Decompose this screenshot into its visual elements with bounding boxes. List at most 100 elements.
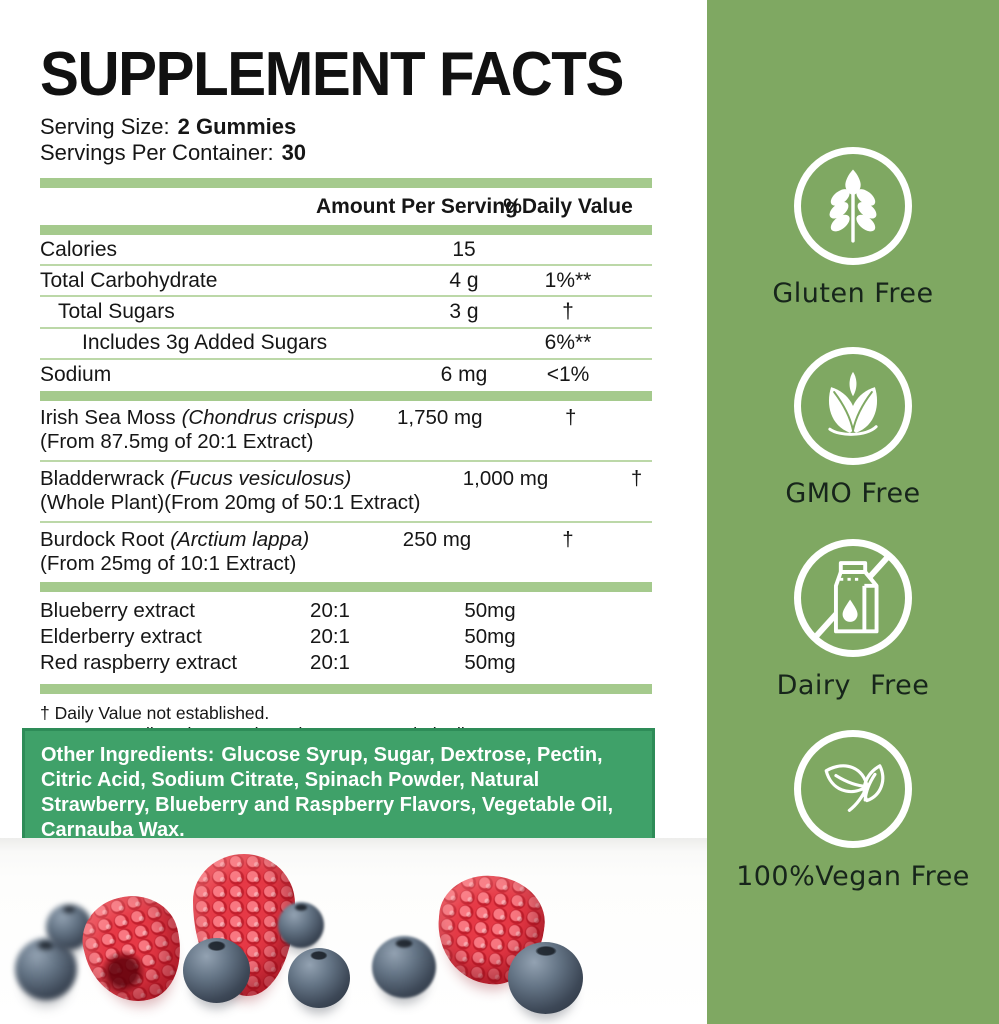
raspberry — [73, 885, 193, 1013]
botanical-name: Bladderwrack — [40, 466, 165, 490]
nutrient-name: Includes 3g Added Sugars — [82, 331, 328, 355]
berries-photo — [0, 838, 707, 1024]
table-row-red-raspberry-extract: Red raspberry extract 20:1 50mg — [40, 650, 652, 676]
extract-amount: 50mg — [464, 650, 516, 674]
botanical-dv: † — [630, 466, 643, 490]
facts-panel: SUPPLEMENT FACTS Serving Size: 2 Gummies … — [40, 44, 652, 746]
nutrient-rows: Calories 15 Total Carbohydrate 4 g 1%** … — [40, 235, 652, 391]
serving-size-value: 2 Gummies — [177, 114, 297, 139]
botanical-amount: 1,750 mg — [397, 405, 483, 429]
extract-amount: 50mg — [464, 598, 516, 622]
table-row-added-sugars: Includes 3g Added Sugars 6%** — [40, 329, 652, 360]
botanical-latin-name: (Chondrus crispus) — [181, 405, 355, 429]
botanical-dv: † — [562, 527, 574, 551]
other-ingredients-label: Other Ingredients: — [41, 744, 215, 766]
table-row-burdock-root: Burdock Root (Arctium lappa) (From 25mg o… — [40, 523, 652, 582]
table-row-elderberry-extract: Elderberry extract 20:1 50mg — [40, 624, 652, 650]
nutrient-dv: <1% — [546, 363, 590, 387]
badge-label: GMO Free — [785, 478, 921, 509]
no-dairy-carton-icon — [811, 552, 893, 641]
blueberry — [508, 942, 583, 1014]
botanical-latin-name: (Arctium lappa) — [170, 527, 310, 551]
botanical-amount: 250 mg — [402, 527, 472, 551]
divider-bar — [40, 178, 652, 188]
table-row-blueberry-extract: Blueberry extract 20:1 50mg — [40, 598, 652, 624]
nutrient-amount: 3 g — [449, 299, 479, 323]
blueberry — [288, 948, 350, 1008]
extract-spacer — [590, 624, 652, 650]
extract-ratio: 20:1 — [310, 598, 350, 622]
serving-size-label: Serving Size: — [40, 114, 170, 139]
nutrient-name: Calories — [40, 237, 118, 261]
nutrient-amount: 4 g — [449, 268, 479, 292]
botanical-detail: (From 25mg of 10:1 Extract) — [40, 551, 297, 575]
badge-circle — [794, 730, 912, 848]
extract-name: Blueberry extract — [40, 598, 195, 622]
table-row-bladderwrack: Bladderwrack (Fucus vesiculosus) (Whole P… — [40, 462, 652, 523]
botanical-detail: (Whole Plant)(From 20mg of 50:1 Extract) — [40, 490, 421, 514]
badge-vegan-free: 100%Vegan Free — [707, 730, 999, 892]
other-ingredients-text: Glucose Syrup, Sugar, Dextrose, Pectin, … — [41, 744, 614, 841]
vegan-leaves-icon — [824, 764, 885, 812]
divider-bar — [40, 390, 652, 401]
extract-spacer — [590, 650, 652, 676]
botanical-amount: 1,000 mg — [462, 466, 549, 490]
table-header: Amount Per Serving %Daily Value — [40, 188, 652, 225]
footnote-dagger: † Daily Value not established. — [40, 702, 270, 723]
nutrient-dv: 1%** — [544, 268, 592, 292]
servings-per-container-line: Servings Per Container: 30 — [40, 140, 652, 166]
badge-circle — [794, 539, 912, 657]
serving-info: Serving Size: 2 Gummies Servings Per Cont… — [40, 114, 652, 166]
botanical-name: Irish Sea Moss — [40, 405, 176, 429]
table-row-sodium: Sodium 6 mg <1% — [40, 360, 652, 391]
botanical-detail: (From 87.5mg of 20:1 Extract) — [40, 429, 314, 453]
table-row-calories: Calories 15 — [40, 235, 652, 267]
column-header-amount: Amount Per Serving — [316, 194, 518, 218]
botanical-dv: † — [565, 405, 577, 429]
blueberry — [372, 936, 436, 998]
nutrient-name: Sodium — [40, 363, 112, 387]
nutrient-amount: 6 mg — [440, 363, 488, 387]
serving-size-line: Serving Size: 2 Gummies — [40, 114, 652, 140]
other-ingredients-box: Other Ingredients: Glucose Syrup, Sugar, … — [22, 728, 655, 858]
page-title: SUPPLEMENT FACTS — [40, 40, 624, 109]
badge-circle — [794, 347, 912, 465]
extract-spacer — [590, 598, 652, 624]
badge-gmo-free: GMO Free — [707, 347, 999, 509]
benefits-sidebar: Gluten Free GMO Free — [707, 0, 999, 1024]
extract-rows: Blueberry extract 20:1 50mg Elderberry e… — [40, 592, 652, 684]
servings-per-value: 30 — [281, 140, 307, 165]
nutrient-dv: † — [562, 299, 574, 323]
badge-gluten-free: Gluten Free — [707, 147, 999, 309]
table-row-irish-sea-moss: Irish Sea Moss (Chondrus crispus) (From 8… — [40, 401, 652, 462]
divider-bar — [40, 581, 652, 592]
column-header-dv: %Daily Value — [503, 194, 633, 218]
extract-name: Red raspberry extract — [40, 650, 238, 674]
divider-bar — [40, 225, 652, 235]
badge-circle — [794, 147, 912, 265]
extract-ratio: 20:1 — [310, 624, 350, 648]
botanical-name: Burdock Root — [40, 527, 165, 551]
botanical-latin-name: (Fucus vesiculosus) — [170, 466, 352, 490]
extract-name: Elderberry extract — [40, 624, 202, 648]
badge-label: Gluten Free — [772, 278, 934, 309]
blueberry — [278, 902, 324, 948]
table-row-total-carbohydrate: Total Carbohydrate 4 g 1%** — [40, 266, 652, 298]
botanical-name-cell: Bladderwrack (Fucus vesiculosus) (Whole P… — [40, 467, 421, 515]
botanical-name-cell: Burdock Root (Arctium lappa) (From 25mg o… — [40, 528, 352, 576]
table-row-total-sugars: Total Sugars 3 g † — [40, 297, 652, 329]
gmo-leaves-icon — [828, 371, 878, 436]
botanical-rows: Irish Sea Moss (Chondrus crispus) (From 8… — [40, 401, 652, 582]
wheat-icon — [829, 169, 877, 243]
nutrient-name: Total Sugars — [58, 299, 175, 323]
nutrient-dv: 6%** — [544, 331, 592, 355]
nutrient-amount: 15 — [452, 237, 476, 261]
nutrient-name: Total Carbohydrate — [40, 268, 218, 292]
botanical-name-cell: Irish Sea Moss (Chondrus crispus) (From 8… — [40, 406, 355, 454]
extract-ratio: 20:1 — [310, 650, 350, 674]
badge-label: 100%Vegan Free — [736, 861, 970, 892]
extract-amount: 50mg — [464, 624, 516, 648]
blueberry — [183, 938, 250, 1003]
divider-bar — [40, 683, 652, 694]
